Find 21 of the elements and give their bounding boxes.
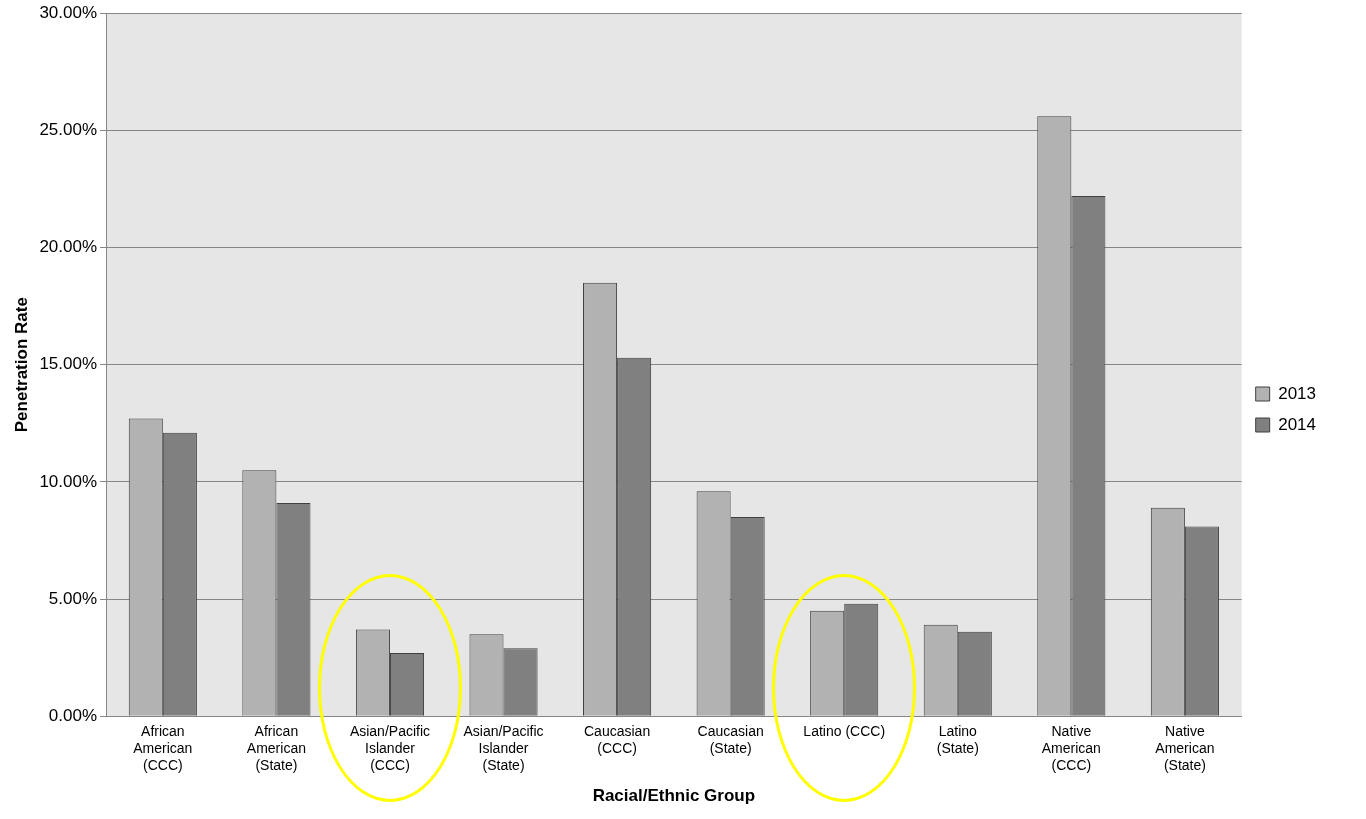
y-tick-label: 10.00% bbox=[39, 471, 98, 491]
y-tick-label: 20.00% bbox=[39, 237, 98, 257]
x-tick-label: Caucasian (State) bbox=[697, 723, 764, 757]
y-tick-label: 5.00% bbox=[48, 588, 98, 608]
legend-label: 2014 bbox=[1278, 414, 1317, 434]
y-axis-title: Penetration Rate bbox=[11, 297, 31, 433]
x-tick-label: Asian/Pacific Islander (CCC) bbox=[349, 723, 431, 774]
x-tick-label: Caucasian (CCC) bbox=[584, 723, 651, 757]
x-tick-label: Native American (CCC) bbox=[1041, 723, 1101, 774]
x-tick-label: Latino (State) bbox=[936, 723, 979, 757]
x-tick-label: Latino (CCC) bbox=[803, 723, 886, 740]
y-tick-label: 0.00% bbox=[48, 705, 98, 725]
x-tick-label: Native American (State) bbox=[1155, 723, 1215, 774]
x-tick-label: African American (State) bbox=[246, 723, 306, 774]
y-tick-label: 30.00% bbox=[39, 2, 98, 22]
legend-label: 2013 bbox=[1278, 383, 1317, 403]
y-tick-label: 25.00% bbox=[39, 120, 98, 140]
x-tick-label: Asian/Pacific Islander (State) bbox=[463, 723, 544, 774]
x-tick-label: African American (CCC) bbox=[133, 723, 193, 774]
x-axis-title: Racial/Ethnic Group bbox=[592, 786, 756, 806]
y-tick-label: 15.00% bbox=[39, 354, 98, 374]
